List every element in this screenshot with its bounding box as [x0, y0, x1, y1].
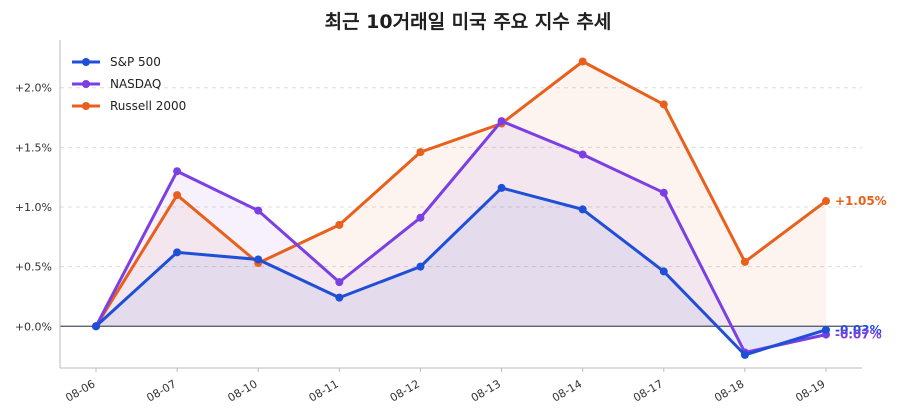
area-layer	[96, 61, 826, 355]
data-point	[822, 197, 830, 206]
data-point	[578, 57, 587, 66]
data-point	[497, 183, 506, 192]
legend: S&P 500 NASDAQ Russell 2000	[72, 55, 186, 113]
data-point	[578, 205, 587, 214]
legend-swatch-marker	[82, 58, 90, 66]
label-layer: -0.03%-0.07% +1.05%	[835, 194, 887, 342]
x-tick-label: 08-06	[63, 377, 97, 404]
data-point	[740, 257, 749, 266]
y-tick-label: +2.0%	[15, 82, 52, 95]
data-point	[254, 206, 263, 215]
data-point	[740, 350, 749, 359]
data-point	[497, 117, 506, 126]
series-line	[94, 186, 828, 357]
data-point	[92, 322, 100, 331]
data-point	[335, 278, 344, 287]
data-point	[416, 262, 425, 271]
end-value-label: -0.03%	[835, 323, 882, 337]
data-point	[416, 213, 425, 222]
series-line	[94, 60, 828, 328]
data-point	[578, 150, 587, 159]
legend-label: Russell 2000	[110, 99, 186, 113]
data-point	[173, 191, 182, 200]
y-tick-label: +1.0%	[15, 201, 52, 214]
data-point	[335, 293, 344, 302]
legend-label: S&P 500	[110, 55, 161, 69]
series-area	[96, 187, 826, 355]
x-tick-label: 08-07	[144, 377, 178, 404]
x-tick-label: 08-11	[307, 377, 341, 404]
data-point	[659, 267, 668, 276]
legend-swatch-marker	[82, 80, 90, 88]
data-point	[173, 167, 182, 176]
y-tick-label: +0.0%	[15, 320, 52, 333]
grid-layer	[60, 87, 862, 268]
x-tick-label: 08-14	[550, 377, 584, 404]
data-point	[416, 148, 425, 157]
end-value-label: +1.05%	[835, 194, 887, 208]
data-point	[335, 220, 344, 229]
series-line	[94, 119, 828, 354]
series-area	[96, 61, 826, 327]
x-tick-label: 08-19	[793, 377, 827, 404]
data-point	[659, 100, 668, 109]
data-point	[173, 248, 182, 257]
x-tick-label: 08-18	[712, 377, 746, 404]
data-point	[822, 325, 830, 334]
y-tick-label: +1.5%	[15, 141, 52, 154]
x-tick-label: 08-17	[631, 377, 665, 404]
legend-label: NASDAQ	[110, 77, 161, 91]
line-layer	[92, 57, 830, 359]
series-area	[96, 121, 826, 353]
chart-title: 최근 10거래일 미국 주요 지수 추세	[325, 11, 612, 33]
legend-swatch-marker	[82, 102, 90, 110]
data-point	[659, 188, 668, 197]
x-tick-label: 08-12	[388, 377, 422, 404]
y-tick-label: +0.5%	[15, 261, 52, 274]
x-tick-label: 08-10	[226, 377, 260, 404]
x-tick-label: 08-13	[469, 377, 503, 404]
data-point	[254, 255, 263, 264]
end-value-label: -0.07%	[835, 328, 882, 342]
